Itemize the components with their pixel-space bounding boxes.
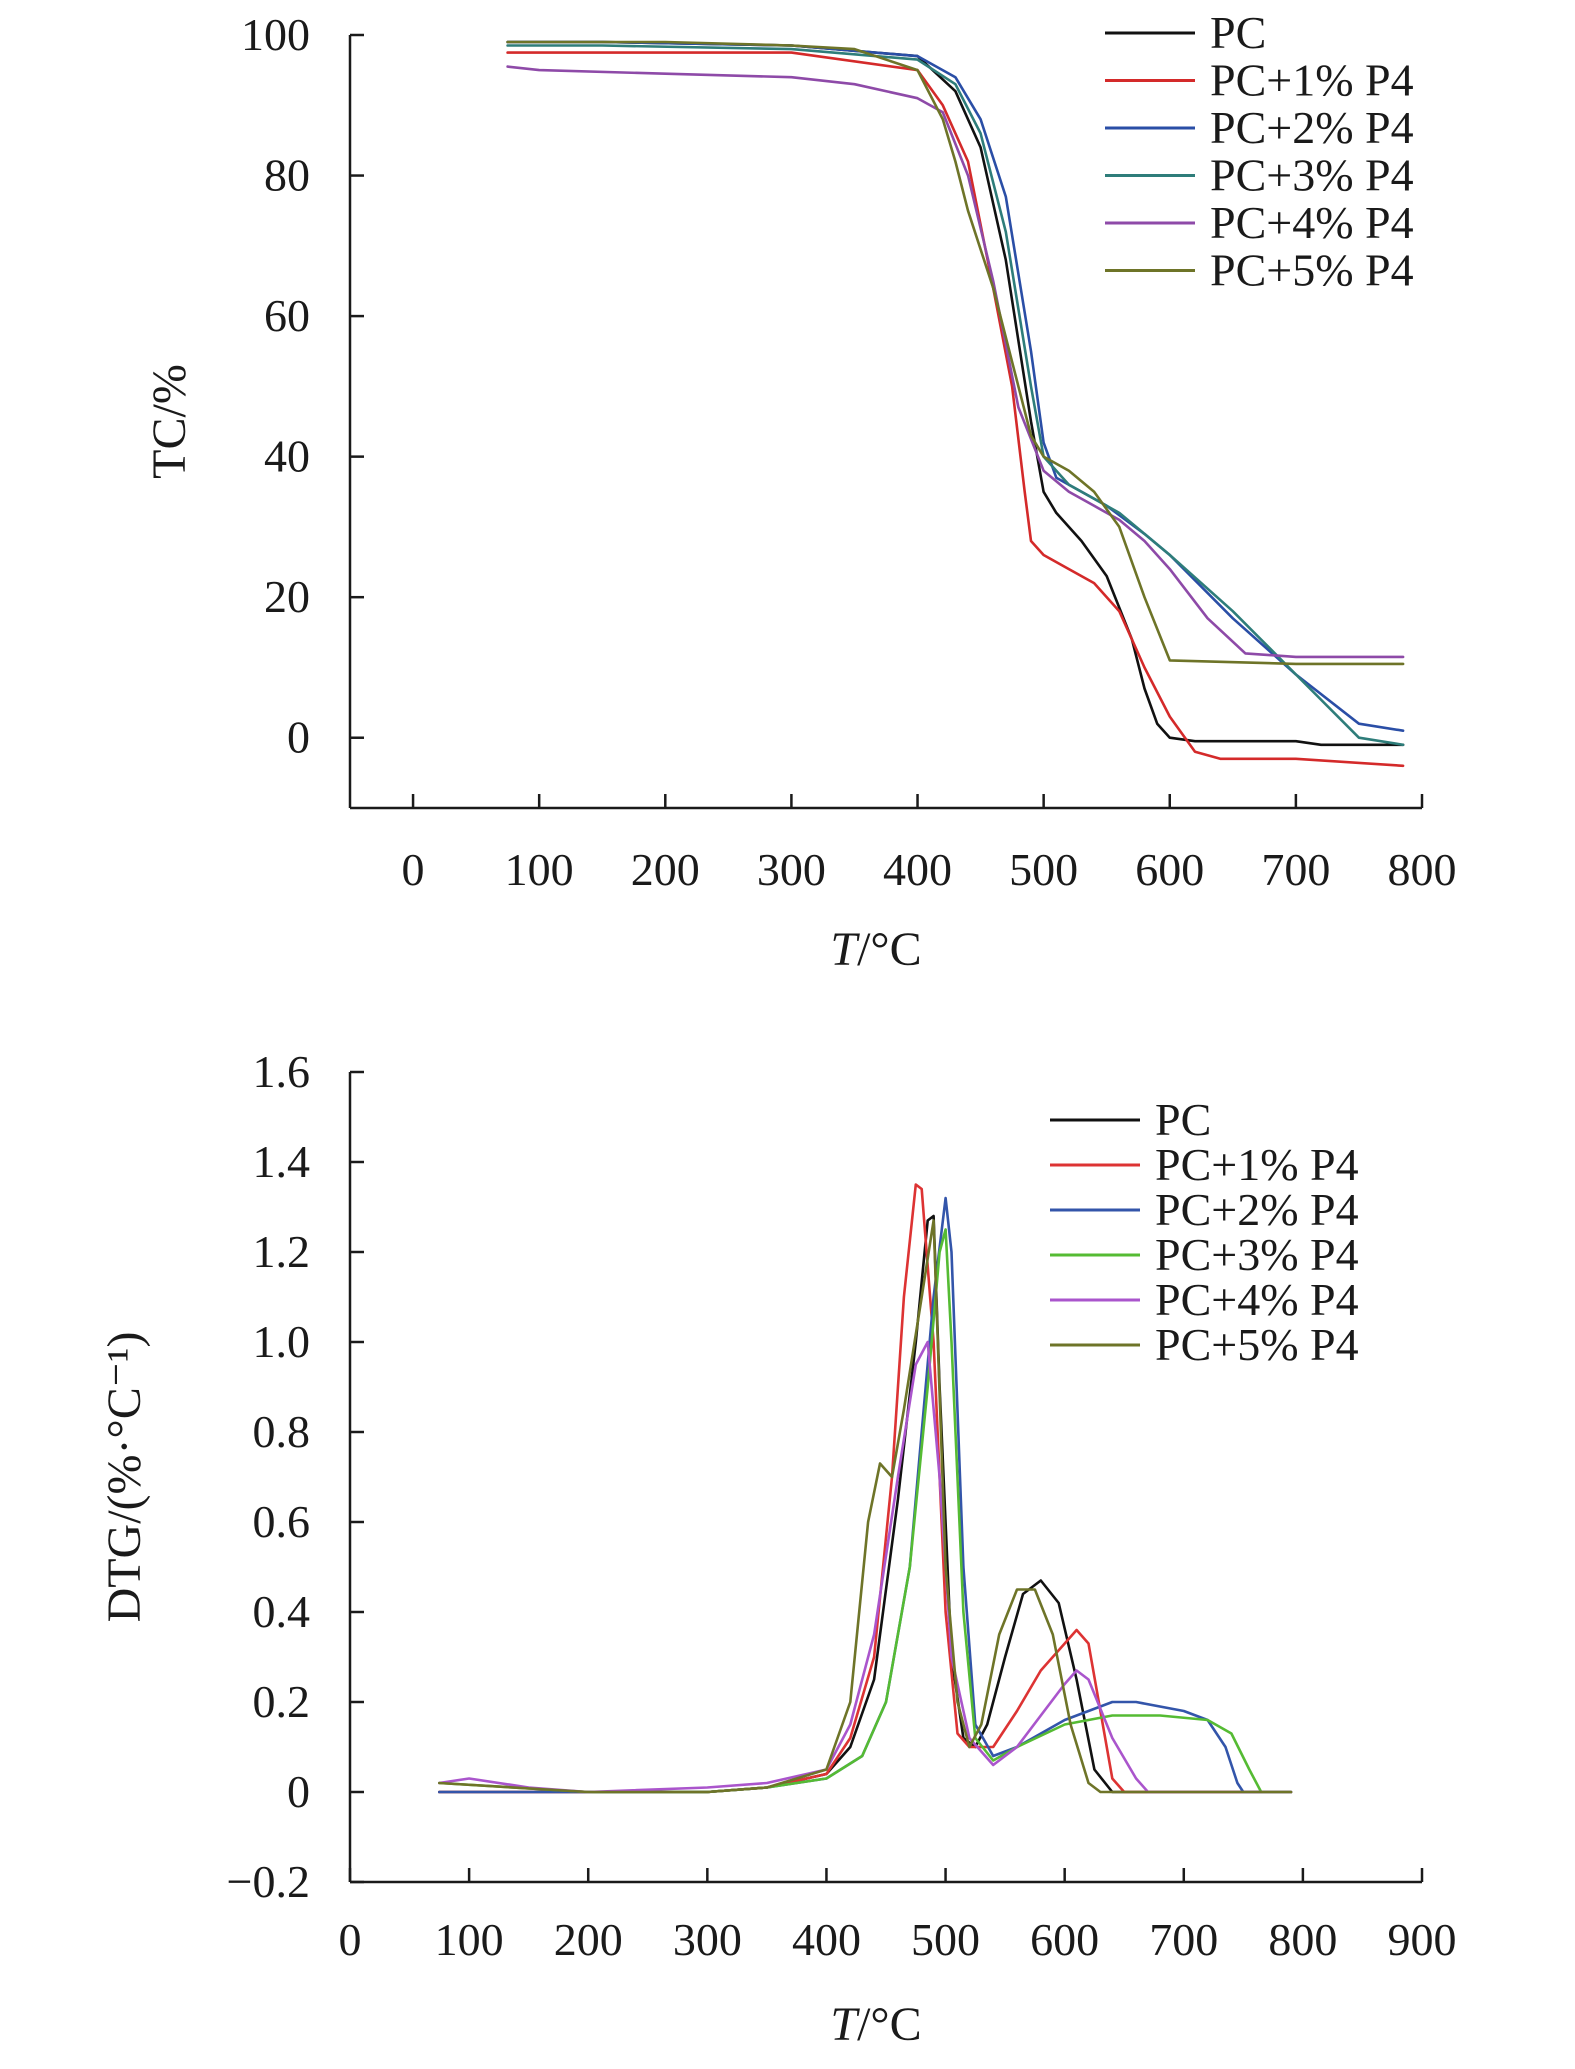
x-tick-label: 200 (554, 1914, 623, 1965)
y-tick-label: 100 (241, 9, 310, 60)
legend-label: PC+2% P4 (1210, 102, 1414, 153)
x-tick-label: 400 (883, 844, 952, 895)
series-line (506, 40, 1405, 747)
x-tick-label: 800 (1388, 844, 1457, 895)
y-tick-label: 60 (264, 290, 310, 341)
x-tick-label: 100 (505, 844, 574, 895)
series-line (437, 1183, 1293, 1794)
tga-chart: 0 20 40 60 80 100 0 100 200 300 400 500 600 700 800 T/°… (143, 7, 1457, 976)
series-line (506, 44, 1405, 747)
dtg-chart: −0.2 0 0.2 0.4 0.6 0.8 1.0 1.2 1.4 1.6 0 100 200 300 4… (98, 1046, 1457, 2051)
y-tick-label: 0.4 (253, 1586, 311, 1637)
y-tick-label: 1.6 (253, 1046, 311, 1097)
x-axis-title: T/°C (830, 923, 921, 976)
y-tick-label: 20 (264, 571, 310, 622)
y-tick-label: −0.2 (227, 1856, 310, 1907)
series-line (437, 1219, 1293, 1794)
legend-label: PC+3% P4 (1210, 150, 1414, 201)
series-line (437, 1340, 1293, 1794)
legend-label: PC+5% P4 (1155, 1319, 1359, 1370)
y-tick-label: 1.4 (253, 1136, 311, 1187)
y-axis-title: TC/% (143, 364, 196, 479)
legend-label: PC (1210, 7, 1266, 58)
x-tick-label: 500 (911, 1914, 980, 1965)
legend-label: PC+3% P4 (1155, 1229, 1359, 1280)
legend-label: PC+1% P4 (1210, 55, 1414, 106)
x-tick-label: 900 (1388, 1914, 1457, 1965)
y-tick-label: 0 (287, 1766, 310, 1817)
y-tick-label: 0 (287, 712, 310, 763)
y-tick-label: 1.2 (253, 1226, 311, 1277)
legend-label: PC+1% P4 (1155, 1139, 1359, 1190)
x-tick-label: 300 (673, 1914, 742, 1965)
y-tick-label: 80 (264, 150, 310, 201)
x-tick-label: 100 (435, 1914, 504, 1965)
series-line (437, 1228, 1293, 1794)
x-tick-label: 300 (757, 844, 826, 895)
legend-label: PC+4% P4 (1210, 197, 1414, 248)
y-tick-label: 0.6 (253, 1496, 311, 1547)
legend-label: PC+5% P4 (1210, 245, 1414, 296)
x-tick-label: 600 (1030, 1914, 1099, 1965)
x-tick-label: 700 (1261, 844, 1330, 895)
x-tick-label: 700 (1149, 1914, 1218, 1965)
y-tick-label: 0.2 (253, 1676, 311, 1727)
x-axis-title: T/°C (830, 1998, 921, 2051)
series-line (506, 65, 1405, 659)
x-tick-label: 600 (1135, 844, 1204, 895)
x-tick-label: 200 (631, 844, 700, 895)
x-tick-label: 0 (402, 844, 425, 895)
y-tick-label: 40 (264, 431, 310, 482)
x-tick-label: 800 (1268, 1914, 1337, 1965)
legend-label: PC (1155, 1094, 1211, 1145)
legend-label: PC+2% P4 (1155, 1184, 1359, 1235)
legend-label: PC+4% P4 (1155, 1274, 1359, 1325)
y-tick-label: 0.8 (253, 1406, 311, 1457)
x-tick-label: 0 (339, 1914, 362, 1965)
y-tick-label: 1.0 (253, 1316, 311, 1367)
y-axis-title: DTG/(%·°C⁻¹) (98, 1332, 151, 1623)
x-tick-label: 500 (1009, 844, 1078, 895)
series-line (506, 40, 1405, 666)
x-tick-label: 400 (792, 1914, 861, 1965)
